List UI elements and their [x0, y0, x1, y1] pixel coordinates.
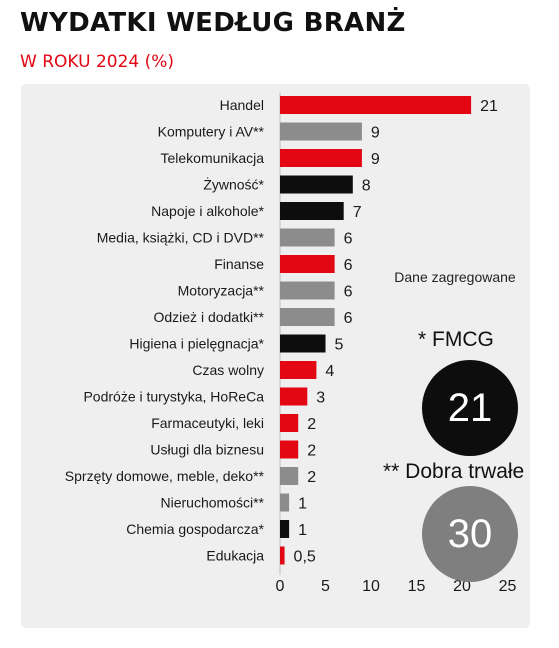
bar	[280, 281, 335, 300]
value-label: 9	[371, 151, 380, 168]
value-label: 5	[335, 337, 344, 354]
value-label: 6	[344, 257, 353, 274]
value-label: 9	[371, 125, 380, 142]
value-label: 21	[480, 98, 498, 115]
category-label: Farmaceutyki, leki	[151, 415, 264, 431]
value-label: 2	[307, 416, 316, 433]
value-label: 0,5	[294, 549, 316, 566]
bar	[280, 493, 290, 512]
value-label: 2	[307, 469, 316, 486]
bar	[280, 202, 344, 220]
bar	[280, 308, 335, 326]
value-label: 4	[325, 363, 334, 380]
value-label: 6	[344, 231, 353, 248]
value-label: 3	[316, 390, 325, 407]
bar	[280, 175, 353, 194]
category-label: Telekomunikacja	[161, 150, 265, 166]
bar	[280, 387, 308, 406]
fmcg-total-circle: 21	[422, 360, 518, 456]
category-label: Chemia gospodarcza*	[126, 521, 264, 537]
category-label: Higiena i pielęgnacja*	[129, 336, 264, 352]
bar	[280, 96, 472, 114]
x-tick-label: 15	[408, 578, 426, 595]
category-label: Nieruchomości**	[161, 495, 265, 511]
category-label: Finanse	[214, 256, 264, 272]
category-label: Napoje i alkohole*	[151, 203, 264, 219]
x-tick-label: 20	[453, 578, 471, 595]
chart-title: WYDATKI WEDŁUG BRANŻ	[20, 8, 406, 38]
category-label: Motoryzacja**	[178, 283, 265, 299]
bar	[280, 149, 362, 167]
value-label: 6	[344, 310, 353, 327]
category-label: Odzież i dodatki**	[153, 309, 264, 325]
category-label: Czas wolny	[192, 362, 264, 378]
value-label: 8	[362, 178, 371, 195]
bar	[280, 440, 299, 459]
chart-subtitle: W ROKU 2024 (%)	[20, 52, 175, 72]
bar	[280, 520, 290, 538]
value-label: 1	[298, 522, 307, 539]
durable-goods-label: ** Dobra trwałe	[383, 460, 525, 483]
value-label: 6	[344, 284, 353, 301]
x-tick-label: 25	[499, 578, 517, 595]
x-tick-label: 0	[276, 578, 285, 595]
bar	[280, 467, 299, 485]
x-tick-label: 10	[362, 578, 380, 595]
bar	[280, 228, 335, 247]
bar	[280, 255, 335, 273]
category-label: Media, książki, CD i DVD**	[97, 230, 265, 246]
bar	[280, 546, 285, 565]
category-label: Żywność*	[203, 176, 264, 193]
value-label: 7	[353, 204, 362, 221]
category-label: Usługi dla biznesu	[150, 442, 264, 458]
value-label: 2	[307, 443, 316, 460]
category-label: Handel	[220, 97, 264, 113]
category-label: Komputery i AV**	[158, 124, 265, 140]
bar	[280, 334, 326, 353]
bar	[280, 414, 299, 432]
x-tick-label: 5	[321, 578, 330, 595]
value-label: 1	[298, 496, 307, 513]
bar	[280, 122, 362, 141]
durable-goods-total-circle: 30	[422, 486, 518, 582]
category-label: Podróże i turystyka, HoReCa	[83, 389, 264, 405]
bar	[280, 361, 317, 379]
category-label: Edukacja	[206, 548, 264, 564]
fmcg-label: * FMCG	[418, 328, 494, 351]
aggregated-data-note: Dane zagregowane	[394, 269, 516, 285]
category-label: Sprzęty domowe, meble, deko**	[65, 468, 265, 484]
